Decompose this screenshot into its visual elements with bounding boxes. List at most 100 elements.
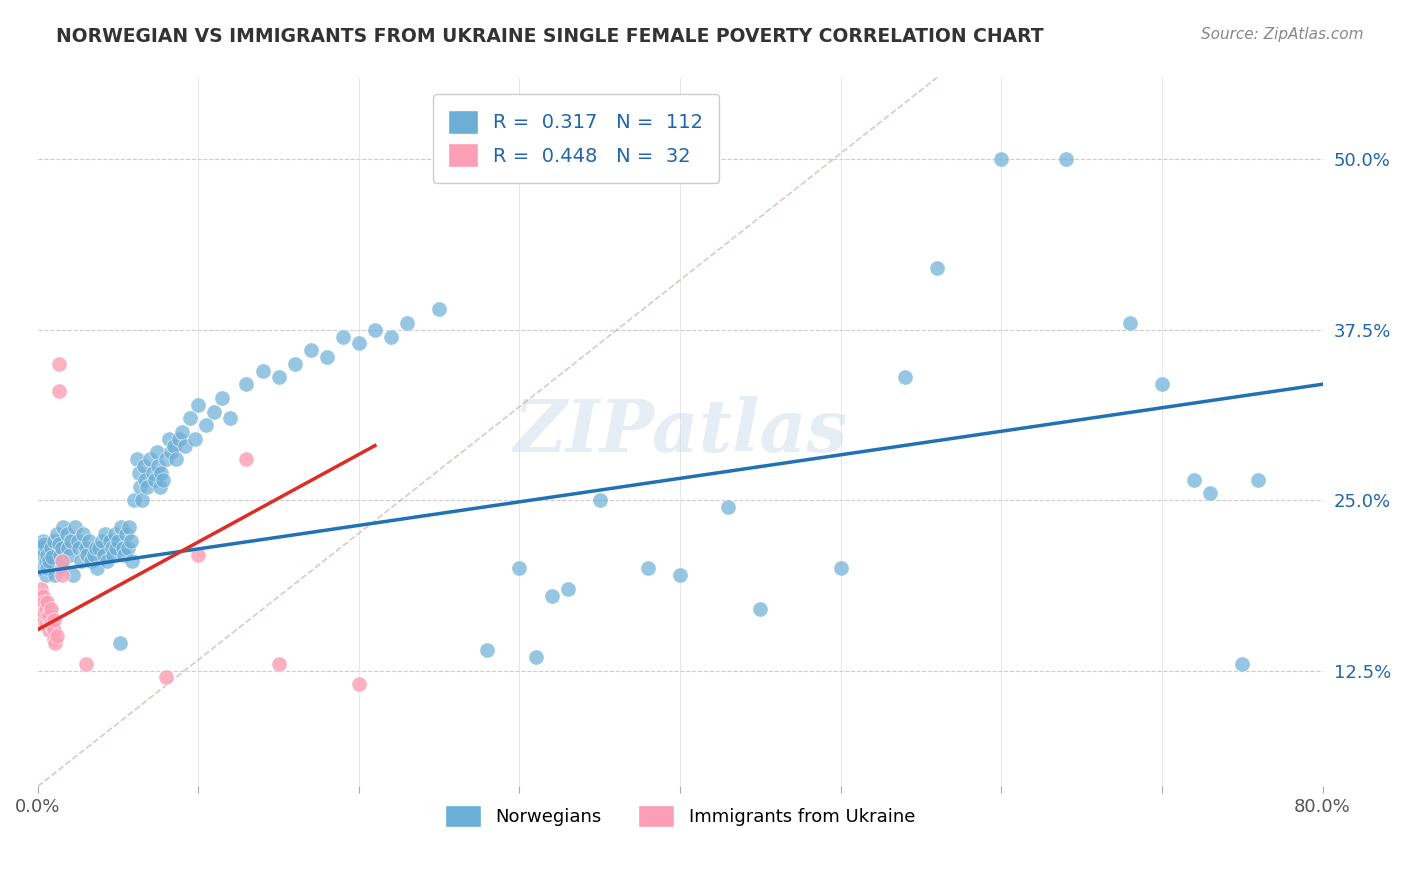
Point (48, 384, 70, 398)
Point (72, 527, 94, 541)
Point (749, 602, 772, 616)
Text: ZIPatlas: ZIPatlas (513, 396, 848, 467)
Point (219, 411, 242, 425)
Point (98, 534, 121, 549)
Point (51, 554, 73, 568)
Point (364, 323, 387, 337)
Point (38, 554, 60, 568)
Point (42, 623, 65, 637)
Point (59, 548, 82, 562)
Point (925, 261, 948, 276)
Point (48, 537, 70, 551)
Point (100, 541, 122, 555)
Point (44, 568, 66, 582)
Point (110, 520, 132, 534)
Point (111, 541, 134, 555)
Point (127, 452, 149, 467)
Point (669, 568, 692, 582)
Point (104, 527, 127, 541)
Point (1150, 377, 1173, 392)
Point (30, 582, 52, 596)
Point (63, 520, 86, 534)
Point (79, 554, 101, 568)
Point (332, 329, 354, 343)
Point (39, 602, 62, 616)
Point (86, 561, 108, 575)
Point (396, 316, 419, 330)
Point (235, 452, 257, 467)
Point (90, 534, 112, 549)
Point (1247, 473, 1270, 487)
Point (252, 363, 274, 377)
Point (38, 623, 60, 637)
Point (70, 554, 93, 568)
Legend: Norwegians, Immigrants from Ukraine: Norwegians, Immigrants from Ukraine (437, 797, 922, 834)
Point (30, 602, 52, 616)
Point (184, 432, 207, 446)
Point (51, 541, 73, 555)
Point (477, 643, 499, 657)
Point (31, 589, 53, 603)
Point (77, 534, 100, 549)
Point (187, 398, 209, 412)
Point (717, 500, 740, 514)
Point (129, 479, 152, 493)
Point (157, 432, 180, 446)
Point (235, 377, 257, 392)
Point (508, 561, 530, 575)
Point (427, 302, 450, 317)
Point (46, 630, 69, 644)
Point (284, 357, 307, 371)
Text: Source: ZipAtlas.com: Source: ZipAtlas.com (1201, 27, 1364, 42)
Point (42, 632, 65, 647)
Point (32, 605, 55, 619)
Point (96, 554, 118, 568)
Point (49, 548, 72, 562)
Point (132, 458, 155, 473)
Point (52, 554, 75, 568)
Point (62, 568, 84, 582)
Point (30, 541, 52, 555)
Point (108, 636, 131, 650)
Point (105, 541, 128, 555)
Point (121, 554, 143, 568)
Point (44, 636, 66, 650)
Point (37, 609, 59, 624)
Point (120, 534, 142, 549)
Point (46, 527, 69, 541)
Point (37, 561, 59, 575)
Point (42, 534, 65, 549)
Point (146, 458, 169, 473)
Point (155, 670, 177, 684)
Point (143, 473, 166, 487)
Point (1199, 486, 1222, 500)
Point (39, 615, 62, 630)
Point (118, 520, 141, 534)
Point (267, 657, 290, 671)
Point (94, 527, 117, 541)
Point (179, 411, 201, 425)
Point (41, 550, 63, 565)
Point (32, 595, 55, 609)
Point (51, 568, 73, 582)
Point (1119, 316, 1142, 330)
Point (128, 466, 150, 480)
Point (115, 527, 138, 541)
Point (31, 609, 53, 624)
Text: NORWEGIAN VS IMMIGRANTS FROM UKRAINE SINGLE FEMALE POVERTY CORRELATION CHART: NORWEGIAN VS IMMIGRANTS FROM UKRAINE SIN… (56, 27, 1043, 45)
Point (75, 541, 97, 555)
Point (38, 609, 60, 624)
Point (202, 404, 225, 418)
Point (195, 418, 218, 433)
Point (101, 548, 124, 562)
Point (557, 582, 579, 596)
Point (84, 541, 107, 555)
Point (60, 534, 83, 549)
Point (93, 548, 115, 562)
Point (41, 618, 63, 632)
Point (28, 561, 51, 575)
Point (35, 568, 58, 582)
Point (35, 615, 58, 630)
Point (589, 493, 612, 508)
Point (990, 153, 1012, 167)
